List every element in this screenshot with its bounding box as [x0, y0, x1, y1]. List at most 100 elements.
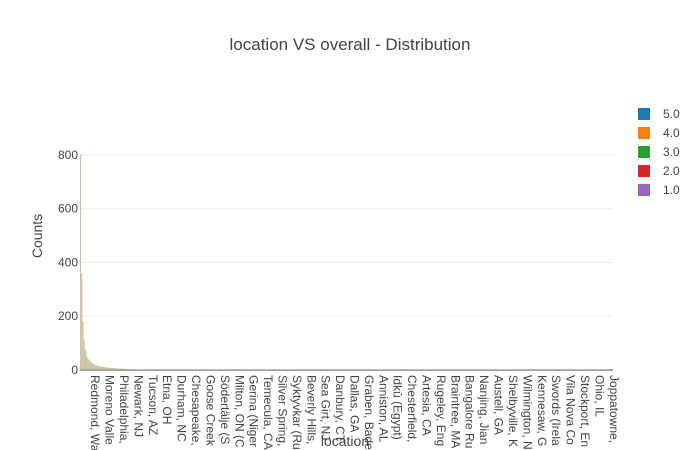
bar — [118, 368, 120, 370]
bar — [222, 369, 224, 370]
bar — [98, 365, 100, 370]
x-tick-label: Austell, GA — [492, 375, 506, 435]
x-tick-label: Chesterfield, — [405, 375, 419, 442]
bar — [248, 369, 250, 370]
bar — [134, 369, 136, 370]
bar — [92, 363, 94, 370]
x-tick-label: Syktyvkar (Ru — [290, 375, 304, 450]
x-tick-label: Etna, OH — [160, 375, 174, 424]
bar — [424, 369, 426, 370]
bar — [80, 154, 82, 370]
bar — [550, 369, 552, 370]
x-tick-label: Artesia, CA — [420, 375, 434, 436]
bar — [474, 369, 476, 370]
x-tick-label: Tucson, AZ — [146, 375, 160, 435]
bar — [197, 369, 199, 370]
x-tick-label: Goose Creek — [203, 375, 217, 447]
bar — [239, 369, 241, 370]
bar — [567, 369, 569, 370]
y-tick-label: 800 — [58, 148, 78, 162]
bar — [82, 321, 84, 370]
bar — [256, 369, 258, 370]
bar — [458, 369, 460, 370]
bar — [264, 369, 266, 370]
x-tick-label: Kennesaw, G — [535, 375, 549, 446]
bar — [164, 369, 166, 370]
x-tick-label: Chesapeake, — [189, 375, 203, 446]
x-tick-label: Anniston, AL — [376, 375, 390, 443]
x-tick-label: Moreno Valle — [103, 375, 117, 445]
bar — [93, 364, 95, 370]
y-axis-title: Counts — [29, 214, 45, 258]
bar — [83, 340, 85, 370]
bar — [113, 368, 115, 370]
bar — [88, 359, 90, 370]
bar — [432, 369, 434, 370]
bar — [206, 369, 208, 370]
bar — [100, 366, 102, 370]
legend-label[interactable]: 1.0 — [663, 183, 680, 197]
legend-swatch[interactable] — [638, 127, 650, 139]
x-tick-label: Sea Girt, NJ — [319, 375, 333, 440]
bar — [290, 369, 292, 370]
bar — [114, 368, 116, 370]
bar — [525, 369, 527, 370]
bar — [172, 369, 174, 370]
x-tick-label: Ohio, IL — [592, 375, 606, 417]
x-axis-title: location — [321, 433, 369, 449]
y-tick-label: 400 — [58, 255, 78, 269]
bar — [110, 367, 112, 370]
bar — [382, 369, 384, 370]
bar — [374, 369, 376, 370]
bar — [128, 368, 130, 370]
bar — [416, 369, 418, 370]
bar — [126, 368, 128, 370]
legend-label[interactable]: 4.0 — [663, 126, 680, 140]
x-tick-label: Dallas, GA — [348, 375, 362, 432]
bar — [533, 369, 535, 370]
legend: 5.0 4.0 3.0 2.0 1.0 — [638, 107, 680, 197]
bar — [147, 369, 149, 370]
legend-swatch[interactable] — [638, 165, 650, 177]
bar — [306, 369, 308, 370]
bar — [107, 367, 109, 370]
bar — [323, 369, 325, 370]
bar — [390, 369, 392, 370]
bar — [137, 369, 139, 370]
bar — [332, 369, 334, 370]
x-tick-label: Newark, NJ — [131, 375, 145, 437]
bar — [449, 369, 451, 370]
bar — [122, 368, 124, 370]
bar — [120, 368, 122, 370]
x-tick-label: Durham, NC — [175, 375, 189, 442]
legend-swatch[interactable] — [638, 108, 650, 120]
bar — [131, 369, 133, 370]
bar — [90, 362, 92, 370]
legend-swatch[interactable] — [638, 146, 650, 158]
bar — [138, 369, 140, 370]
x-tick-label: Wilmington, N — [520, 375, 534, 450]
legend-swatch[interactable] — [638, 184, 650, 196]
x-tick-label: Danbury, CT — [333, 375, 347, 443]
bar — [584, 369, 586, 370]
bar — [101, 366, 103, 370]
bar — [315, 369, 317, 370]
legend-label[interactable]: 3.0 — [663, 145, 680, 159]
bar — [117, 368, 119, 370]
bar — [298, 369, 300, 370]
bar — [231, 369, 233, 370]
legend-label[interactable]: 2.0 — [663, 164, 680, 178]
x-tick-label: Redmond, Wa — [88, 375, 102, 450]
legend-label[interactable]: 5.0 — [663, 107, 680, 121]
bar — [180, 369, 182, 370]
bar — [575, 369, 577, 370]
x-tick-label: Nanjing, Jian — [477, 375, 491, 444]
x-tick-label: Bangalore Ru — [463, 375, 477, 448]
x-tick-label: Beverly Hills, — [304, 375, 318, 444]
bar — [81, 273, 83, 370]
bar — [399, 369, 401, 370]
bar — [466, 369, 468, 370]
bar — [357, 369, 359, 370]
bar — [407, 369, 409, 370]
